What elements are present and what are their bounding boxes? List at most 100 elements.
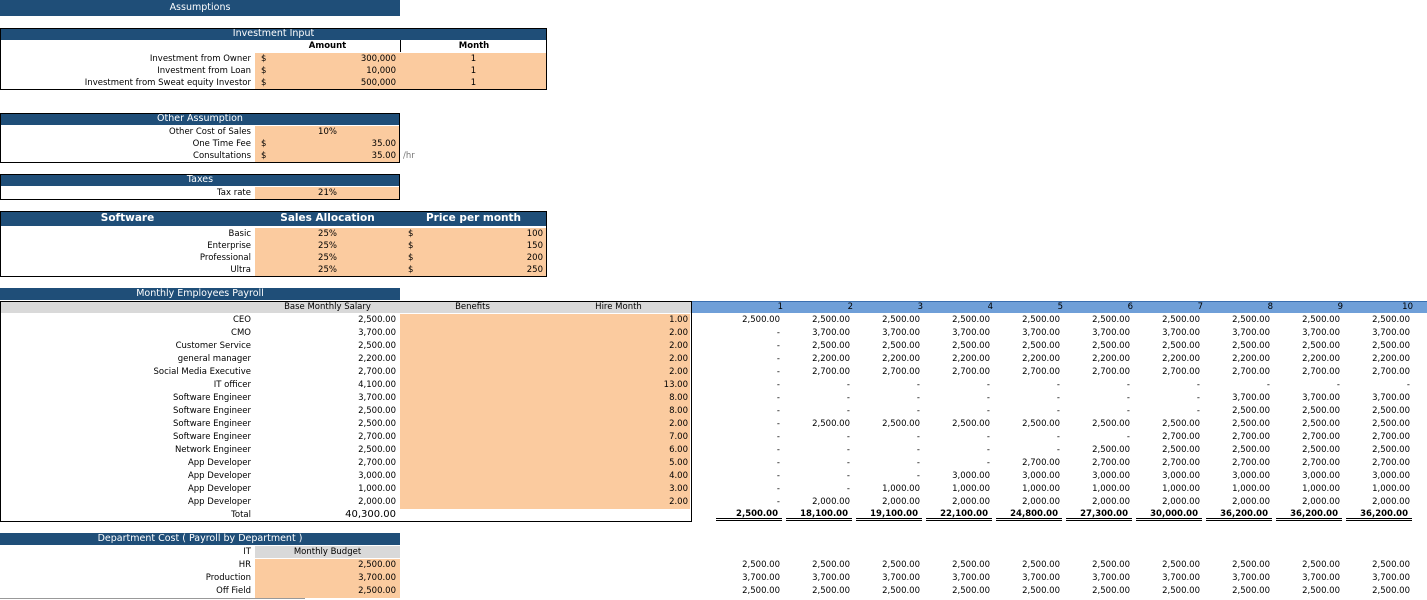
column-header: Base Monthly Salary [284, 302, 371, 312]
monthly-cost: 2,500.00 [1162, 419, 1200, 429]
currency: $ [408, 265, 414, 275]
monthly-cost: - [846, 471, 850, 481]
monthly-cost: 2,500.00 [1092, 445, 1130, 455]
price: 100 [526, 229, 543, 239]
monthly-cost: 2,000.00 [812, 497, 850, 507]
allocation: 25% [318, 229, 337, 239]
salary: 2,000.00 [358, 497, 396, 507]
monthly-cost: 2,000.00 [882, 497, 920, 507]
monthly-cost: - [916, 393, 920, 403]
monthly-cost: - [1126, 393, 1130, 403]
monthly-total: 30,000.00 [1136, 509, 1202, 521]
monthly-cost: - [776, 445, 780, 455]
monthly-cost: 2,700.00 [1302, 432, 1340, 442]
row-label: App Developer [187, 471, 251, 481]
monthly-cost: - [916, 380, 920, 390]
monthly-cost: - [776, 380, 780, 390]
monthly-cost: 2,500.00 [1302, 586, 1340, 596]
monthly-cost: 3,000.00 [1022, 471, 1060, 481]
monthly-cost: 2,700.00 [1372, 367, 1410, 377]
month-number: 5 [1057, 302, 1063, 312]
section-border [0, 28, 547, 90]
row-label: Investment from Sweat equity Investor [84, 78, 251, 88]
section-border [0, 301, 692, 522]
monthly-cost: 2,500.00 [882, 315, 920, 325]
hire-month: 8.00 [669, 406, 688, 416]
salary: 3,700.00 [358, 328, 396, 338]
row-label: Ultra [230, 265, 251, 275]
monthly-cost: 2,500.00 [1162, 586, 1200, 596]
table-header [0, 211, 547, 226]
monthly-cost: - [916, 432, 920, 442]
monthly-cost: 2,500.00 [1372, 419, 1410, 429]
currency: $ [261, 151, 267, 161]
row-label: Social Media Executive [153, 367, 251, 377]
monthly-total: 27,300.00 [1066, 509, 1132, 521]
input-fill [255, 187, 400, 199]
monthly-cost: 2,700.00 [1092, 458, 1130, 468]
monthly-cost: - [1196, 406, 1200, 416]
monthly-cost: 2,000.00 [1092, 497, 1130, 507]
monthly-cost: 2,500.00 [1372, 315, 1410, 325]
input-fill [255, 150, 400, 162]
monthly-cost: 2,700.00 [1302, 458, 1340, 468]
monthly-cost: 3,700.00 [882, 328, 920, 338]
monthly-cost: 2,500.00 [952, 419, 990, 429]
monthly-cost: 2,700.00 [952, 367, 990, 377]
monthly-cost: 2,500.00 [1092, 560, 1130, 570]
month-number: 8 [1267, 302, 1273, 312]
currency: $ [261, 66, 267, 76]
input-fill [400, 314, 690, 509]
price: 200 [526, 253, 543, 263]
monthly-cost: - [776, 458, 780, 468]
value: 10% [318, 127, 337, 137]
value: 35.00 [371, 139, 396, 149]
monthly-cost: - [846, 484, 850, 494]
monthly-cost: - [776, 393, 780, 403]
row-label: Other Cost of Sales [169, 127, 251, 137]
monthly-cost: 3,000.00 [1232, 471, 1270, 481]
column-header: Price per month [425, 212, 522, 224]
row-label: Off Field [216, 586, 251, 596]
monthly-cost: 2,700.00 [1092, 367, 1130, 377]
value: 35.00 [371, 151, 396, 161]
section-title: Department Cost ( Payroll by Department … [0, 533, 400, 545]
currency: $ [408, 253, 414, 263]
monthly-cost: 3,700.00 [742, 573, 780, 583]
monthly-cost: - [1056, 432, 1060, 442]
monthly-cost: 2,500.00 [882, 586, 920, 596]
monthly-cost: - [986, 432, 990, 442]
monthly-cost: 2,200.00 [882, 354, 920, 364]
hire-month: 3.00 [669, 484, 688, 494]
month-number: 10 [1402, 302, 1413, 312]
currency: $ [261, 54, 267, 64]
monthly-cost: 2,500.00 [952, 341, 990, 351]
monthly-cost: - [986, 458, 990, 468]
budget: 2,500.00 [255, 585, 400, 598]
monthly-cost: - [1196, 380, 1200, 390]
month-number: 7 [1197, 302, 1203, 312]
hire-month: 1.00 [669, 315, 688, 325]
input-fill [255, 264, 547, 276]
monthly-cost: 2,700.00 [812, 367, 850, 377]
monthly-cost: 3,700.00 [952, 573, 990, 583]
amount: 300,000 [360, 54, 396, 64]
monthly-cost: 1,000.00 [1232, 484, 1270, 494]
input-fill [255, 77, 547, 89]
monthly-cost: 2,500.00 [1372, 586, 1410, 596]
monthly-cost: 2,500.00 [1232, 560, 1270, 570]
monthly-cost: 2,500.00 [1232, 341, 1270, 351]
monthly-cost: 2,500.00 [1022, 419, 1060, 429]
monthly-cost: 3,000.00 [1302, 471, 1340, 481]
allocation: 25% [318, 265, 337, 275]
row-label: Investment from Owner [149, 54, 251, 64]
monthly-cost: 2,500.00 [1092, 341, 1130, 351]
month-number: 1 [777, 302, 783, 312]
monthly-cost: - [1406, 380, 1410, 390]
monthly-cost: 3,700.00 [1232, 573, 1270, 583]
monthly-cost: 3,700.00 [952, 328, 990, 338]
currency: $ [408, 241, 414, 251]
monthly-cost: 2,700.00 [1302, 367, 1340, 377]
monthly-cost: 1,000.00 [952, 484, 990, 494]
